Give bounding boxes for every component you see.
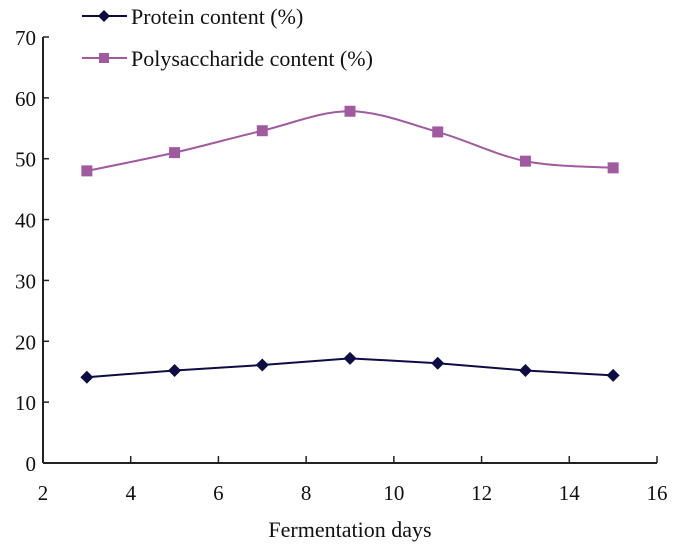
data-point-square bbox=[81, 165, 93, 177]
legend-label-polysaccharide: Polysaccharide content (%) bbox=[131, 46, 373, 71]
legend: Protein content (%) Polysaccharide conte… bbox=[82, 4, 373, 71]
y-tick-label: 60 bbox=[15, 87, 36, 111]
legend-label-protein: Protein content (%) bbox=[131, 4, 303, 29]
x-ticks: 2 4 6 8 10 12 14 16 bbox=[38, 456, 668, 505]
x-axis-title: Fermentation days bbox=[268, 517, 431, 542]
data-point-diamond bbox=[80, 370, 94, 384]
y-tick-label: 70 bbox=[15, 26, 36, 50]
series-polysaccharide bbox=[81, 105, 619, 177]
data-point-square bbox=[519, 155, 531, 167]
legend-marker-diamond bbox=[98, 10, 110, 22]
data-point-diamond bbox=[343, 351, 357, 365]
x-tick-label: 8 bbox=[301, 481, 312, 505]
y-tick-label: 0 bbox=[26, 452, 37, 476]
y-tick-label: 30 bbox=[15, 269, 36, 293]
data-point-diamond bbox=[606, 368, 620, 382]
data-point-diamond bbox=[518, 363, 532, 377]
x-tick-label: 10 bbox=[383, 481, 404, 505]
x-tick-label: 4 bbox=[125, 481, 136, 505]
y-ticks: 0 10 20 30 40 50 60 70 bbox=[15, 26, 49, 476]
legend-item-polysaccharide: Polysaccharide content (%) bbox=[82, 46, 373, 71]
legend-item-protein: Protein content (%) bbox=[82, 4, 303, 29]
data-point-square bbox=[344, 105, 356, 117]
data-point-diamond bbox=[431, 356, 445, 370]
y-tick-label: 20 bbox=[15, 330, 36, 354]
data-point-diamond bbox=[168, 363, 182, 377]
series-layer bbox=[80, 105, 620, 384]
legend-marker-square bbox=[99, 53, 109, 63]
y-tick-label: 50 bbox=[15, 148, 36, 172]
y-tick-label: 10 bbox=[15, 391, 36, 415]
x-tick-label: 6 bbox=[213, 481, 224, 505]
data-point-square bbox=[169, 147, 181, 159]
y-tick-label: 40 bbox=[15, 209, 36, 233]
axes: 0 10 20 30 40 50 60 70 2 4 6 8 10 12 14 16 bbox=[15, 26, 668, 505]
x-tick-label: 14 bbox=[559, 481, 581, 505]
series-protein bbox=[80, 351, 620, 384]
x-tick-label: 12 bbox=[471, 481, 492, 505]
data-point-square bbox=[256, 125, 268, 137]
data-point-square bbox=[432, 126, 444, 138]
x-tick-label: 16 bbox=[647, 481, 668, 505]
data-point-square bbox=[607, 162, 619, 174]
data-point-diamond bbox=[255, 358, 269, 372]
x-tick-label: 2 bbox=[38, 481, 49, 505]
series-line bbox=[86, 110, 614, 172]
